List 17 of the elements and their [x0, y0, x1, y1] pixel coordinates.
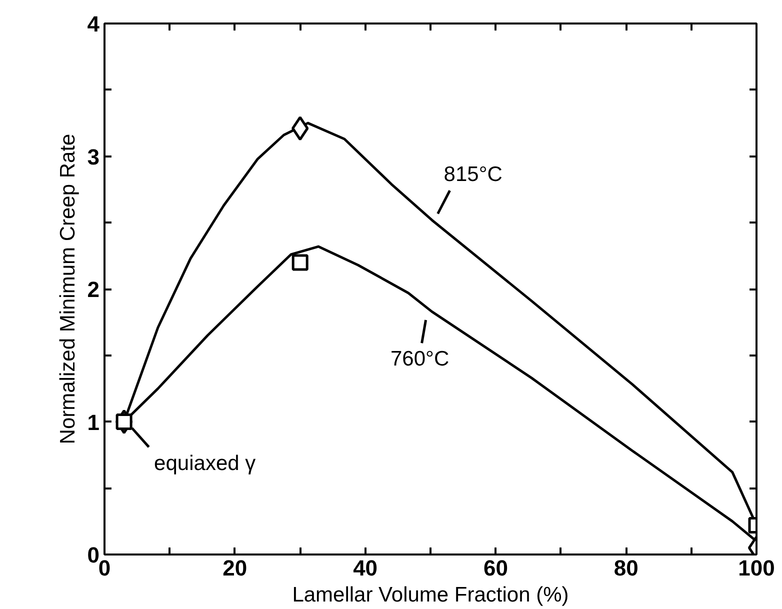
- point: [292, 116, 309, 141]
- x-axis-title: Lamellar Volume Fraction (%): [292, 584, 569, 606]
- x-tick-label: 40: [353, 556, 378, 580]
- series-label: 815°C: [444, 162, 502, 186]
- y-tick-label: 4: [87, 12, 100, 36]
- annotation: equiaxed γ: [154, 452, 256, 475]
- y-tick-label: 3: [87, 144, 100, 170]
- y-axis-title: Normalized Minimum Creep Rate: [56, 134, 80, 444]
- point: [292, 254, 308, 271]
- x-tick-label: 20: [222, 556, 248, 580]
- point: [116, 414, 132, 430]
- y-tick-label: 2: [87, 277, 100, 302]
- x-tick-label: 60: [483, 556, 508, 580]
- legend-label: 760°C: [390, 348, 450, 371]
- x-tick-label: 100: [738, 556, 775, 580]
- x-tick-label: 80: [614, 556, 638, 580]
- y-tick-label: 1: [87, 410, 100, 435]
